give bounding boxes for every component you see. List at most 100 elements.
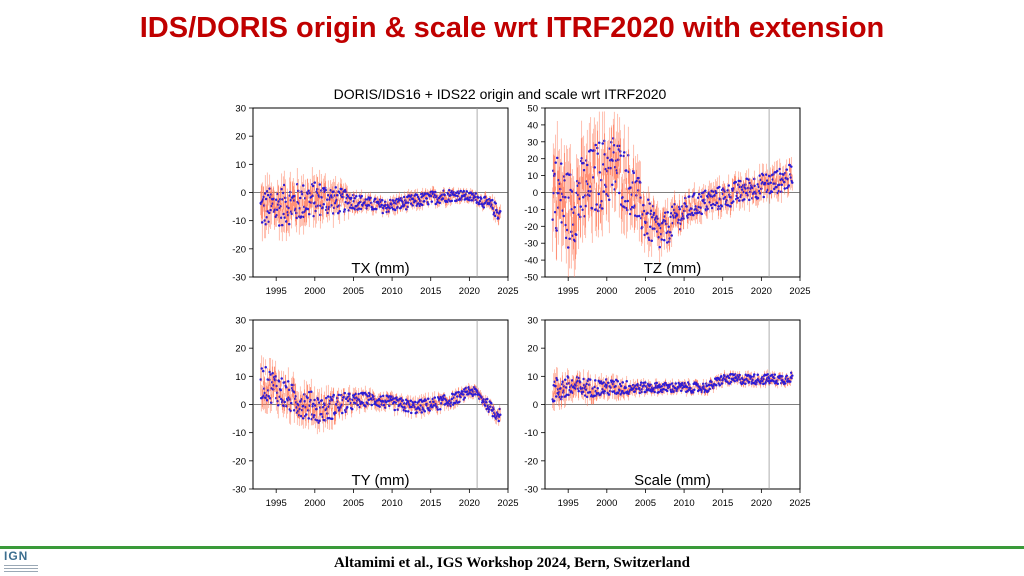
data-point: [282, 183, 286, 187]
data-point: [616, 380, 619, 383]
data-point: [616, 158, 620, 161]
data-point: [294, 395, 297, 398]
data-point: [769, 181, 773, 185]
data-points: [551, 367, 794, 411]
data-point: [459, 395, 463, 399]
data-point: [404, 409, 408, 413]
data-point: [315, 419, 319, 422]
data-point: [785, 168, 789, 171]
data-point: [430, 200, 434, 203]
data-point: [349, 196, 353, 200]
data-point: [755, 381, 759, 384]
data-point: [323, 403, 326, 407]
x-tick-label: 2015: [420, 498, 441, 509]
data-point: [298, 196, 302, 200]
data-point: [649, 209, 653, 212]
data-point: [410, 202, 413, 205]
data-point: [706, 207, 710, 211]
data-point: [593, 379, 597, 382]
data-point: [491, 414, 495, 418]
data-point: [499, 413, 502, 417]
data-point: [340, 403, 343, 407]
data-point: [384, 200, 387, 204]
data-point: [762, 195, 766, 199]
data-point: [714, 203, 717, 207]
data-point: [560, 221, 563, 224]
data-point: [554, 161, 557, 164]
data-point: [265, 399, 269, 402]
data-point: [360, 194, 363, 198]
data-point: [457, 192, 461, 195]
data-point: [696, 383, 700, 386]
data-point: [643, 381, 647, 384]
data-point: [568, 237, 571, 241]
data-point: [367, 398, 370, 402]
y-tick-label: -10: [232, 216, 246, 227]
data-point: [495, 208, 499, 212]
data-point: [709, 195, 713, 198]
data-point: [633, 390, 637, 393]
data-point: [280, 377, 283, 380]
data-point: [626, 154, 630, 157]
data-point: [459, 189, 463, 193]
data-point: [357, 392, 360, 396]
data-point: [564, 236, 568, 240]
data-point: [405, 207, 408, 211]
data-point: [581, 208, 584, 211]
panel-2: -30 -20 -10 0 10 20 30 1995 2000 2005 2010 2015 2020…: [232, 316, 518, 510]
panel-1: -50 -40 -30 -20 -10 0 10 20 30 40 50 1995 2000 2005 20…: [524, 104, 810, 298]
data-point: [400, 196, 403, 200]
data-point: [266, 193, 270, 197]
data-point: [639, 383, 642, 387]
data-point: [748, 380, 751, 384]
data-point: [276, 399, 279, 403]
data-point: [434, 190, 437, 194]
data-point: [560, 395, 563, 399]
x-tick-label: 2005: [343, 498, 364, 509]
data-point: [552, 399, 556, 403]
data-point: [762, 382, 765, 386]
data-point: [340, 187, 343, 191]
x-tick-label: 2020: [751, 286, 772, 297]
data-point: [567, 196, 570, 199]
data-point: [779, 376, 782, 380]
panel-label: Scale (mm): [634, 472, 711, 489]
data-point: [762, 377, 766, 381]
data-point: [307, 390, 311, 394]
data-point: [268, 187, 271, 190]
data-point: [438, 201, 442, 205]
data-point: [737, 183, 740, 187]
data-point: [471, 192, 475, 196]
data-point: [597, 141, 601, 144]
data-point: [268, 370, 271, 374]
x-tick-label: 2010: [674, 286, 695, 297]
y-tick-label: 10: [527, 372, 538, 383]
logo-text: IGN: [4, 549, 29, 563]
data-point: [577, 181, 581, 185]
data-point: [269, 401, 273, 404]
data-point: [619, 154, 622, 157]
data-point: [564, 223, 567, 227]
data-point: [624, 386, 627, 390]
data-point: [379, 395, 383, 398]
data-point: [689, 386, 693, 390]
y-tick-label: -40: [524, 256, 538, 267]
data-point: [553, 210, 557, 214]
data-point: [640, 390, 643, 394]
data-point: [434, 202, 438, 206]
data-point: [315, 407, 318, 411]
x-tick-label: 2025: [497, 286, 518, 297]
data-point: [368, 392, 372, 396]
ign-logo: IGN: [4, 549, 38, 575]
data-point: [497, 413, 500, 416]
data-point: [339, 393, 343, 397]
data-point: [559, 162, 563, 165]
data-point: [622, 151, 626, 154]
data-point: [388, 206, 392, 210]
data-point: [299, 215, 303, 218]
data-point: [670, 205, 674, 209]
data-point: [320, 196, 323, 199]
data-point: [322, 202, 325, 206]
data-point: [335, 194, 339, 197]
data-point: [734, 180, 738, 184]
